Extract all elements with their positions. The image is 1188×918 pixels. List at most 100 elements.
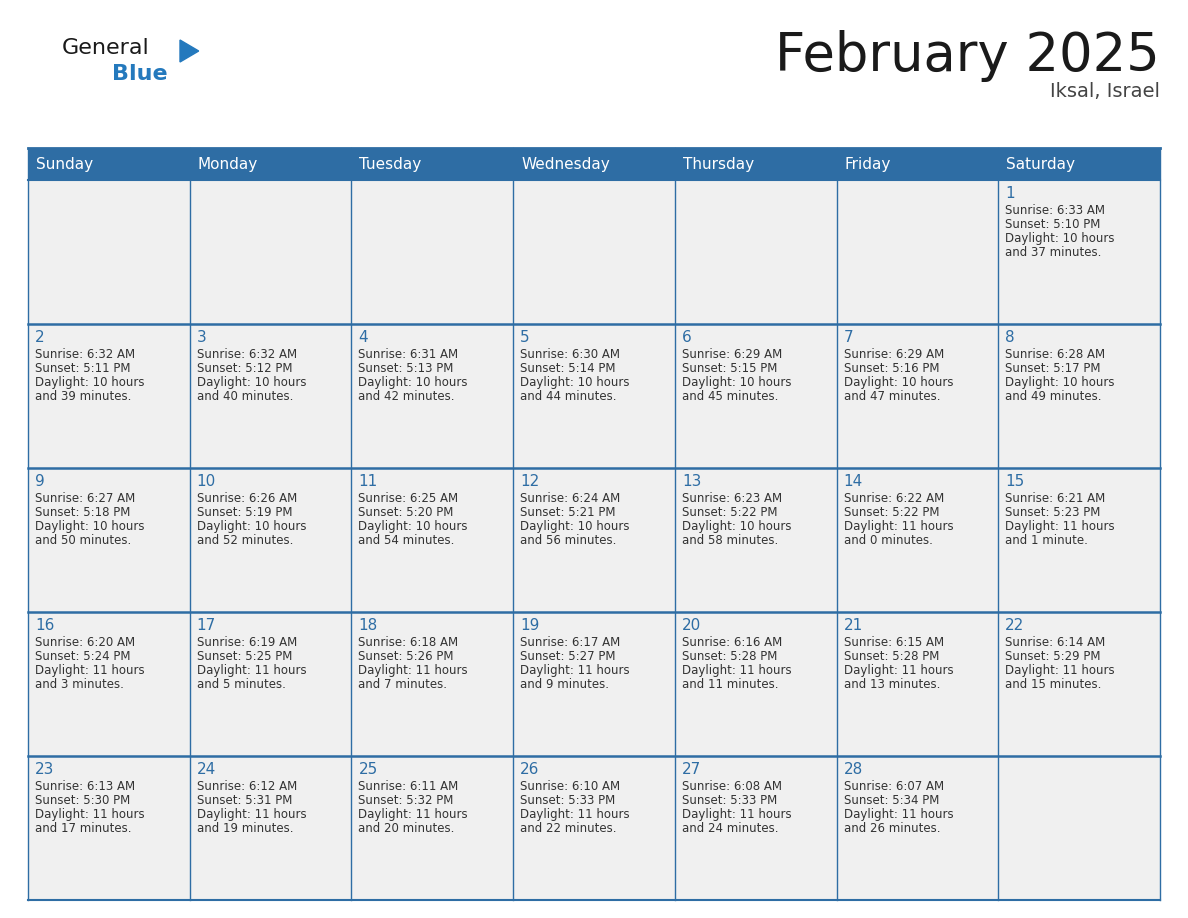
- Text: Sunset: 5:25 PM: Sunset: 5:25 PM: [197, 650, 292, 663]
- Text: and 49 minutes.: and 49 minutes.: [1005, 390, 1101, 403]
- FancyBboxPatch shape: [675, 324, 836, 468]
- Text: and 9 minutes.: and 9 minutes.: [520, 678, 609, 691]
- FancyBboxPatch shape: [836, 612, 998, 756]
- Text: Daylight: 10 hours: Daylight: 10 hours: [1005, 376, 1114, 389]
- Text: 8: 8: [1005, 330, 1015, 345]
- Text: Sunset: 5:30 PM: Sunset: 5:30 PM: [34, 794, 131, 807]
- Text: 16: 16: [34, 618, 55, 633]
- Text: 5: 5: [520, 330, 530, 345]
- Text: Sunset: 5:21 PM: Sunset: 5:21 PM: [520, 506, 615, 519]
- Text: Sunrise: 6:32 AM: Sunrise: 6:32 AM: [197, 348, 297, 361]
- Text: Sunrise: 6:08 AM: Sunrise: 6:08 AM: [682, 780, 782, 793]
- Text: Sunset: 5:29 PM: Sunset: 5:29 PM: [1005, 650, 1101, 663]
- Text: 6: 6: [682, 330, 691, 345]
- Text: Sunrise: 6:14 AM: Sunrise: 6:14 AM: [1005, 636, 1106, 649]
- Text: Sunset: 5:32 PM: Sunset: 5:32 PM: [359, 794, 454, 807]
- Text: Daylight: 10 hours: Daylight: 10 hours: [34, 520, 145, 533]
- Text: and 1 minute.: and 1 minute.: [1005, 534, 1088, 547]
- Text: and 7 minutes.: and 7 minutes.: [359, 678, 448, 691]
- Text: Sunset: 5:12 PM: Sunset: 5:12 PM: [197, 362, 292, 375]
- Text: 9: 9: [34, 474, 45, 489]
- Text: General: General: [62, 38, 150, 58]
- Text: Wednesday: Wednesday: [522, 156, 609, 172]
- Text: Daylight: 10 hours: Daylight: 10 hours: [359, 376, 468, 389]
- FancyBboxPatch shape: [190, 756, 352, 900]
- Text: Sunrise: 6:07 AM: Sunrise: 6:07 AM: [843, 780, 943, 793]
- Text: Sunset: 5:16 PM: Sunset: 5:16 PM: [843, 362, 939, 375]
- Text: 28: 28: [843, 762, 862, 777]
- Text: and 26 minutes.: and 26 minutes.: [843, 822, 940, 835]
- Text: and 58 minutes.: and 58 minutes.: [682, 534, 778, 547]
- FancyBboxPatch shape: [352, 324, 513, 468]
- Text: Sunset: 5:33 PM: Sunset: 5:33 PM: [520, 794, 615, 807]
- Text: and 17 minutes.: and 17 minutes.: [34, 822, 132, 835]
- Text: and 50 minutes.: and 50 minutes.: [34, 534, 131, 547]
- Text: Sunrise: 6:26 AM: Sunrise: 6:26 AM: [197, 492, 297, 505]
- Text: Sunset: 5:28 PM: Sunset: 5:28 PM: [682, 650, 777, 663]
- Text: and 3 minutes.: and 3 minutes.: [34, 678, 124, 691]
- Text: 2: 2: [34, 330, 45, 345]
- Text: 25: 25: [359, 762, 378, 777]
- FancyBboxPatch shape: [29, 180, 190, 324]
- Text: and 37 minutes.: and 37 minutes.: [1005, 246, 1101, 259]
- Text: Sunset: 5:27 PM: Sunset: 5:27 PM: [520, 650, 615, 663]
- Text: 10: 10: [197, 474, 216, 489]
- FancyBboxPatch shape: [675, 612, 836, 756]
- FancyBboxPatch shape: [352, 148, 513, 180]
- Text: Daylight: 11 hours: Daylight: 11 hours: [197, 808, 307, 821]
- Text: 22: 22: [1005, 618, 1024, 633]
- Text: 20: 20: [682, 618, 701, 633]
- Text: Daylight: 11 hours: Daylight: 11 hours: [34, 664, 145, 677]
- FancyBboxPatch shape: [29, 756, 190, 900]
- FancyBboxPatch shape: [998, 756, 1159, 900]
- Text: Sunset: 5:17 PM: Sunset: 5:17 PM: [1005, 362, 1101, 375]
- Text: Sunset: 5:20 PM: Sunset: 5:20 PM: [359, 506, 454, 519]
- FancyBboxPatch shape: [836, 180, 998, 324]
- Text: Daylight: 10 hours: Daylight: 10 hours: [1005, 232, 1114, 245]
- Text: Sunset: 5:22 PM: Sunset: 5:22 PM: [843, 506, 939, 519]
- Text: 3: 3: [197, 330, 207, 345]
- Text: Daylight: 10 hours: Daylight: 10 hours: [520, 520, 630, 533]
- Text: 19: 19: [520, 618, 539, 633]
- Text: 12: 12: [520, 474, 539, 489]
- Text: Sunrise: 6:29 AM: Sunrise: 6:29 AM: [843, 348, 943, 361]
- Text: Daylight: 10 hours: Daylight: 10 hours: [359, 520, 468, 533]
- Text: 13: 13: [682, 474, 701, 489]
- Text: February 2025: February 2025: [776, 30, 1159, 82]
- Text: Sunset: 5:22 PM: Sunset: 5:22 PM: [682, 506, 777, 519]
- Text: and 40 minutes.: and 40 minutes.: [197, 390, 293, 403]
- FancyBboxPatch shape: [836, 148, 998, 180]
- Text: Sunset: 5:26 PM: Sunset: 5:26 PM: [359, 650, 454, 663]
- Text: Sunrise: 6:28 AM: Sunrise: 6:28 AM: [1005, 348, 1105, 361]
- FancyBboxPatch shape: [513, 756, 675, 900]
- FancyBboxPatch shape: [29, 612, 190, 756]
- Text: and 22 minutes.: and 22 minutes.: [520, 822, 617, 835]
- Text: Daylight: 11 hours: Daylight: 11 hours: [197, 664, 307, 677]
- FancyBboxPatch shape: [998, 180, 1159, 324]
- Text: Daylight: 11 hours: Daylight: 11 hours: [682, 664, 791, 677]
- Text: Friday: Friday: [845, 156, 891, 172]
- FancyBboxPatch shape: [513, 612, 675, 756]
- FancyBboxPatch shape: [836, 756, 998, 900]
- Text: Sunset: 5:28 PM: Sunset: 5:28 PM: [843, 650, 939, 663]
- Text: Sunrise: 6:13 AM: Sunrise: 6:13 AM: [34, 780, 135, 793]
- Text: Sunrise: 6:18 AM: Sunrise: 6:18 AM: [359, 636, 459, 649]
- FancyBboxPatch shape: [352, 468, 513, 612]
- Text: Sunset: 5:19 PM: Sunset: 5:19 PM: [197, 506, 292, 519]
- Text: and 24 minutes.: and 24 minutes.: [682, 822, 778, 835]
- Text: Sunset: 5:33 PM: Sunset: 5:33 PM: [682, 794, 777, 807]
- Text: Daylight: 11 hours: Daylight: 11 hours: [843, 520, 953, 533]
- Text: Sunday: Sunday: [36, 156, 93, 172]
- Text: Daylight: 11 hours: Daylight: 11 hours: [1005, 664, 1114, 677]
- Text: Sunrise: 6:31 AM: Sunrise: 6:31 AM: [359, 348, 459, 361]
- FancyBboxPatch shape: [352, 180, 513, 324]
- Text: and 13 minutes.: and 13 minutes.: [843, 678, 940, 691]
- Text: and 0 minutes.: and 0 minutes.: [843, 534, 933, 547]
- Text: Sunrise: 6:33 AM: Sunrise: 6:33 AM: [1005, 204, 1105, 217]
- FancyBboxPatch shape: [675, 148, 836, 180]
- Text: Daylight: 11 hours: Daylight: 11 hours: [359, 664, 468, 677]
- Text: 21: 21: [843, 618, 862, 633]
- Text: Thursday: Thursday: [683, 156, 754, 172]
- Text: 23: 23: [34, 762, 55, 777]
- Text: Daylight: 10 hours: Daylight: 10 hours: [843, 376, 953, 389]
